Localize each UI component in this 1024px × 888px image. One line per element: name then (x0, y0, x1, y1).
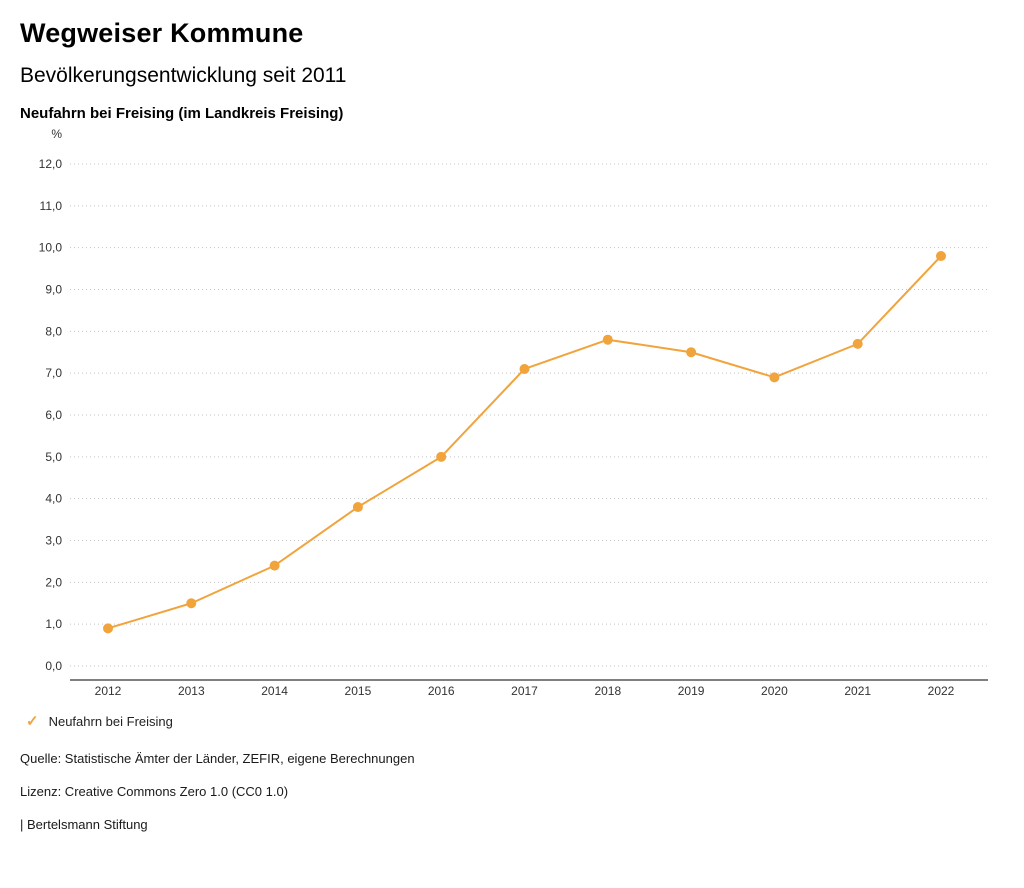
y-axis-unit-label: % (51, 127, 62, 141)
data-point (602, 334, 613, 345)
x-tick-label: 2022 (928, 684, 955, 698)
license-text: Lizenz: Creative Commons Zero 1.0 (CC0 1… (20, 784, 289, 799)
source-text: Quelle: Statistische Ämter der Länder, Z… (20, 751, 415, 766)
y-tick-label: 6,0 (45, 408, 62, 422)
x-tick-label: 2013 (178, 684, 205, 698)
y-tick-label: 4,0 (45, 492, 62, 506)
x-tick-label: 2015 (345, 684, 372, 698)
y-tick-label: 10,0 (39, 241, 63, 255)
x-tick-label: 2018 (594, 684, 621, 698)
legend-label: Neufahrn bei Freising (48, 714, 173, 729)
line-chart: % 0,0 1,0 2,0 3,0 4,0 5,0 6,0 7,0 8,0 9,0 10,0 11,0 1… (0, 124, 1024, 704)
chart-region-subtitle: Neufahrn bei Freising (im Landkreis Frei… (20, 105, 344, 122)
chart-page: Wegweiser Kommune Bevölkerungsentwicklun… (0, 0, 1024, 832)
x-tick-label: 2017 (511, 684, 538, 698)
data-point (686, 347, 697, 358)
x-tick-label: 2016 (428, 684, 455, 698)
x-tick-label: 2021 (844, 684, 871, 698)
y-tick-label: 9,0 (45, 283, 62, 297)
y-tick-label: 2,0 (45, 575, 62, 589)
y-tick-label: 3,0 (45, 534, 62, 548)
chart-footer: Quelle: Statistische Ämter der Länder, Z… (0, 729, 1024, 832)
attribution-text: | Bertelsmann Stiftung (20, 817, 148, 832)
data-point (269, 560, 280, 571)
data-point (352, 502, 363, 513)
y-tick-label: 12,0 (39, 157, 63, 171)
y-tick-label: 7,0 (45, 366, 62, 380)
y-tick-label: 5,0 (45, 450, 62, 464)
data-point (103, 623, 113, 634)
y-tick-label: 1,0 (45, 617, 62, 631)
check-icon: ✓ (26, 713, 39, 730)
page-title: Wegweiser Kommune (20, 18, 304, 48)
data-point (936, 251, 946, 262)
x-tick-label: 2014 (261, 684, 288, 698)
chart-header: Wegweiser Kommune Bevölkerungsentwicklun… (0, 0, 1024, 122)
data-point (186, 598, 197, 609)
line-chart-canvas: % 0,0 1,0 2,0 3,0 4,0 5,0 6,0 7,0 8,0 9,0 10,0 11,0 1… (39, 127, 988, 698)
x-tick-label: 2012 (95, 684, 122, 698)
chart-title: Bevölkerungsentwicklung seit 2011 (20, 64, 347, 87)
x-tick-label: 2019 (678, 684, 705, 698)
data-point (852, 338, 863, 349)
x-tick-label: 2020 (761, 684, 788, 698)
y-tick-label: 0,0 (45, 659, 62, 673)
y-tick-label: 11,0 (40, 199, 63, 213)
legend: ✓ Neufahrn bei Freising (0, 714, 1024, 729)
data-line (107, 255, 942, 630)
legend-item[interactable]: ✓ Neufahrn bei Freising (26, 714, 173, 729)
data-point (769, 372, 780, 383)
data-point (436, 451, 447, 462)
y-tick-label: 8,0 (45, 324, 62, 338)
data-point (519, 363, 530, 374)
